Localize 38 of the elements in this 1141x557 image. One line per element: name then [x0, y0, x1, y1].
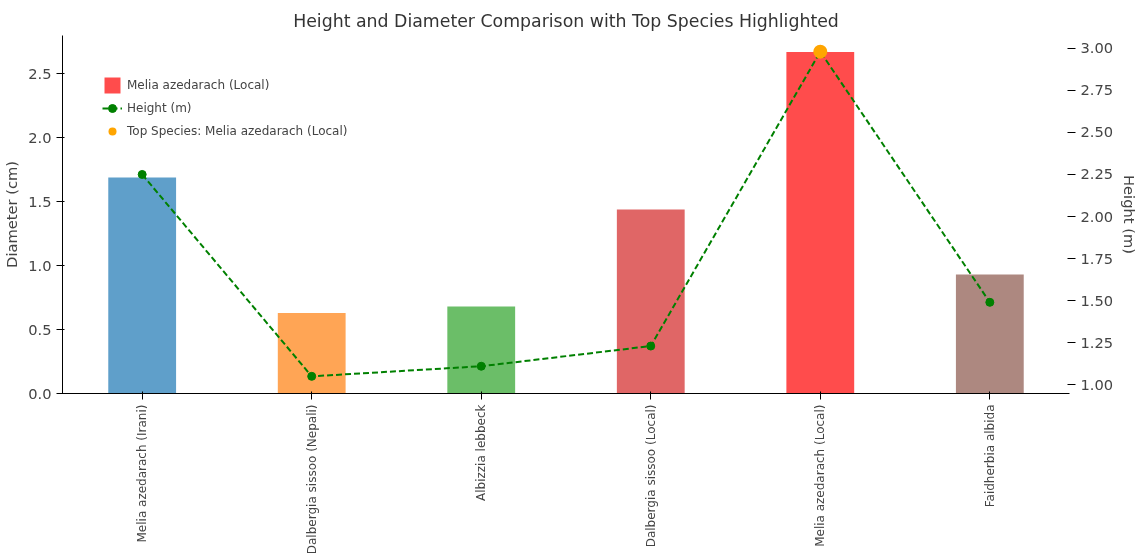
point — [137, 169, 147, 179]
y-tick-label: 1.5 — [28, 192, 52, 210]
y-axis-title: Diameter (cm) — [3, 161, 21, 268]
y2-tick-label: 3.00 — [1080, 39, 1114, 57]
y2-tick-label: 2.50 — [1080, 123, 1114, 141]
point — [476, 361, 486, 371]
y-tick-label: 1.0 — [28, 256, 52, 274]
legend-label: Melia azedarach (Local) — [127, 78, 270, 92]
y2-tick-label: 2.75 — [1080, 81, 1114, 99]
y2-tick-label: 2.00 — [1080, 207, 1114, 225]
bar — [955, 274, 1024, 394]
legend-label: Top Species: Melia azedarach (Local) — [127, 124, 348, 138]
bar — [108, 177, 177, 394]
x-tick-label: Dalbergia sissoo (Local) — [643, 404, 658, 548]
point — [307, 371, 317, 381]
y2-tick-label: 1.75 — [1080, 249, 1114, 267]
y2-tick-label: 1.50 — [1080, 291, 1114, 309]
point — [985, 297, 995, 307]
point — [646, 341, 656, 351]
x-tick-label: Albizzia lebbeck — [474, 404, 489, 501]
y2-axis-title: Height (m) — [1121, 175, 1139, 254]
x-tick-label: Melia azedarach (Irani) — [135, 404, 150, 543]
y-tick-label: 0.5 — [28, 320, 52, 338]
x-tick-label: Dalbergia sissoo (Nepali) — [304, 404, 319, 555]
bar — [616, 209, 685, 394]
bar — [786, 52, 855, 394]
legend-label: Height (m) — [127, 101, 192, 115]
bar — [277, 312, 346, 394]
bar — [447, 306, 516, 394]
y2-tick-label: 1.00 — [1080, 375, 1114, 393]
y2-tick-label: 2.25 — [1080, 165, 1114, 183]
y-tick-label: 0.0 — [28, 384, 52, 402]
chart-title: Height and Diameter Comparison with Top Species Highlighted — [293, 10, 839, 31]
x-tick-label: Faidherbia albida — [982, 404, 997, 508]
y-tick-label: 2.0 — [28, 128, 52, 146]
y-tick-label: 2.5 — [28, 64, 52, 82]
x-tick-label: Melia azedarach (Local) — [813, 404, 828, 547]
y2-tick-label: 1.25 — [1080, 333, 1114, 351]
